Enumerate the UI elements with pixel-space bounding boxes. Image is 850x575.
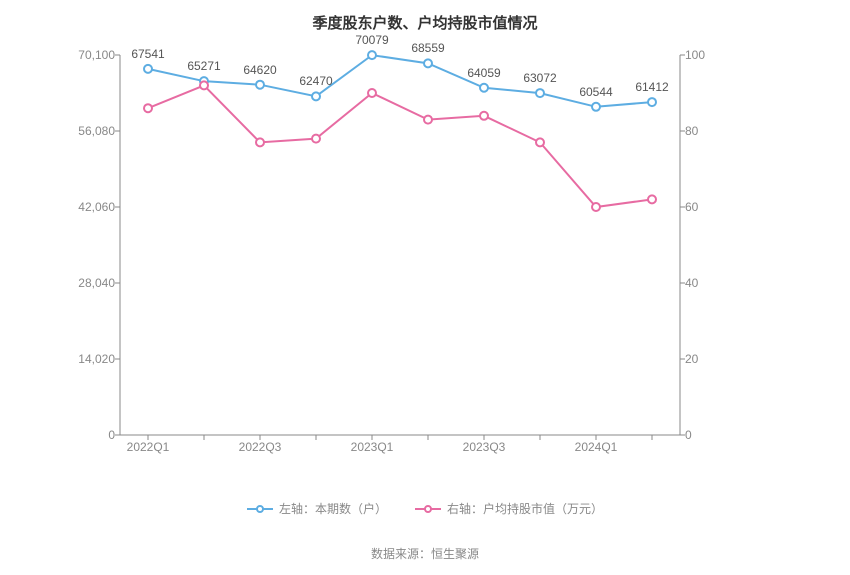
series-data-label: 62470 [299, 74, 332, 88]
series-data-label: 60544 [579, 85, 612, 99]
legend-item: 左轴：本期数（户） [247, 500, 387, 517]
x-tick-label: 2023Q1 [351, 440, 394, 454]
series-data-label: 61412 [635, 80, 668, 94]
source-name: 恒生聚源 [431, 547, 479, 561]
series-marker-s1 [144, 65, 152, 73]
legend: 左轴：本期数（户） 右轴：户均持股市值（万元） [0, 500, 850, 519]
y-left-tick-label: 56,080 [0, 124, 115, 138]
plot-svg [120, 55, 680, 435]
legend-marker-icon [415, 502, 441, 516]
legend-label: 右轴：户均持股市值（万元） [447, 500, 603, 517]
y-left-tick-label: 28,040 [0, 276, 115, 290]
series-marker-s2 [368, 89, 376, 97]
y-right-tick-label: 20 [685, 352, 735, 366]
x-tick-label: 2024Q1 [575, 440, 618, 454]
y-left-tick-label: 42,060 [0, 200, 115, 214]
series-line-s1 [148, 55, 652, 107]
series-marker-s1 [256, 81, 264, 89]
series-marker-s2 [592, 203, 600, 211]
y-left-tick-label: 0 [0, 428, 115, 442]
y-right-axis-labels: 020406080100 [685, 55, 735, 435]
series-marker-s2 [200, 81, 208, 89]
series-marker-s2 [256, 138, 264, 146]
series-marker-s1 [648, 98, 656, 106]
series-line-s2 [148, 85, 652, 207]
y-right-tick-label: 60 [685, 200, 735, 214]
y-left-tick-label: 70,100 [0, 48, 115, 62]
x-tick-label: 2023Q3 [463, 440, 506, 454]
series-marker-s2 [536, 138, 544, 146]
y-right-tick-label: 40 [685, 276, 735, 290]
legend-item: 右轴：户均持股市值（万元） [415, 500, 603, 517]
y-right-tick-label: 80 [685, 124, 735, 138]
data-source: 数据来源：恒生聚源 [0, 545, 850, 562]
series-data-label: 68559 [411, 41, 444, 55]
series-marker-s1 [368, 51, 376, 59]
source-prefix: 数据来源： [371, 547, 431, 561]
legend-label: 左轴：本期数（户） [279, 500, 387, 517]
legend-marker-icon [247, 502, 273, 516]
series-marker-s1 [480, 84, 488, 92]
y-right-tick-label: 0 [685, 428, 735, 442]
series-marker-s1 [536, 89, 544, 97]
series-data-label: 67541 [131, 47, 164, 61]
x-tick-label: 2022Q3 [239, 440, 282, 454]
plot-area: 6754165271646206247070079685596405963072… [120, 55, 680, 435]
y-left-axis-labels: 014,02028,04042,06056,08070,100 [0, 55, 115, 435]
series-marker-s2 [648, 195, 656, 203]
series-data-label: 70079 [355, 33, 388, 47]
series-data-label: 63072 [523, 71, 556, 85]
series-data-label: 64620 [243, 63, 276, 77]
y-right-tick-label: 100 [685, 48, 735, 62]
series-marker-s1 [592, 103, 600, 111]
chart-container: 季度股东户数、户均持股市值情况 0 14,020 28,040 42,060 56,08… [0, 0, 850, 575]
series-marker-s2 [424, 116, 432, 124]
y-left-tick-label: 14,020 [0, 352, 115, 366]
series-data-label: 65271 [187, 59, 220, 73]
series-marker-s1 [424, 59, 432, 67]
series-data-label: 64059 [467, 66, 500, 80]
series-marker-s2 [480, 112, 488, 120]
series-marker-s2 [312, 135, 320, 143]
x-tick-label: 2022Q1 [127, 440, 170, 454]
x-axis-labels: 2022Q1 2022Q3 2023Q1 2023Q3 2024Q1 [120, 440, 680, 460]
series-marker-s1 [312, 92, 320, 100]
chart-title: 季度股东户数、户均持股市值情况 [0, 12, 850, 33]
series-marker-s2 [144, 104, 152, 112]
